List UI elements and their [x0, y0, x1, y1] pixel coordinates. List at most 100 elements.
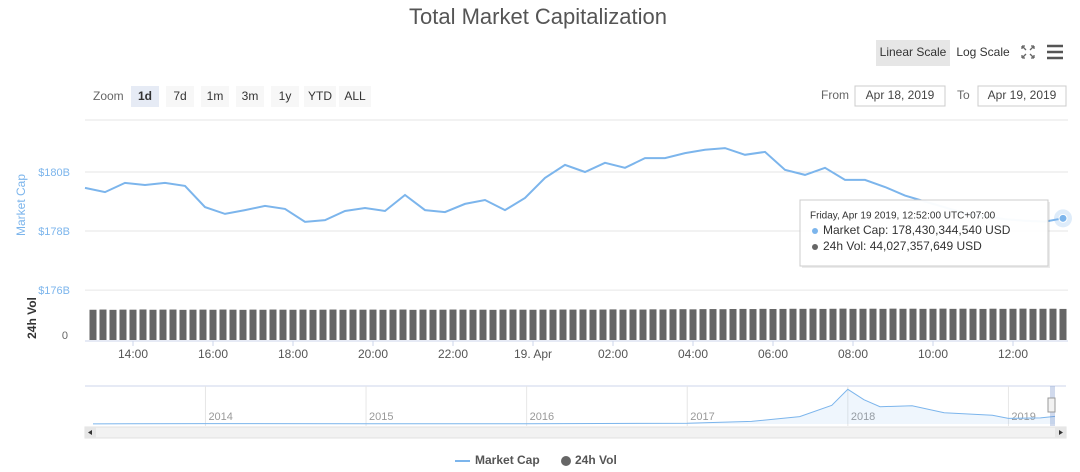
volume-bar — [1059, 308, 1067, 340]
zoom-button[interactable]: 1y — [279, 89, 292, 103]
volume-bar — [529, 309, 537, 340]
navigator-tick-label: 2015 — [369, 411, 393, 423]
volume-bar — [1019, 308, 1027, 340]
zoom-button[interactable]: 3m — [242, 89, 259, 103]
zoom-button[interactable]: 1d — [138, 89, 152, 103]
volume-bar — [959, 308, 967, 340]
volume-bar — [419, 309, 427, 340]
volume-bar — [439, 309, 447, 340]
zoom-button-bg[interactable] — [131, 86, 159, 107]
volume-bar — [509, 309, 517, 340]
scale-button-bg[interactable] — [876, 40, 950, 66]
legend-label[interactable]: Market Cap — [475, 453, 540, 467]
y2-tick-label: 0 — [62, 330, 68, 342]
zoom-button-bg[interactable] — [304, 86, 336, 107]
zoom-button[interactable]: 1m — [207, 89, 224, 103]
scale-button[interactable]: Log Scale — [956, 45, 1010, 59]
from-label: From — [821, 88, 849, 102]
volume-bar — [749, 309, 757, 340]
x-tick-label: 12:00 — [998, 347, 1028, 361]
volume-bar — [1049, 308, 1057, 340]
to-value: Apr 19, 2019 — [988, 88, 1057, 102]
volume-bar — [579, 309, 587, 340]
volume-bar — [939, 308, 947, 340]
legend-label[interactable]: 24h Vol — [575, 453, 617, 467]
tooltip-line: Market Cap: 178,430,344,540 USD — [823, 223, 1011, 237]
volume-bar — [1029, 308, 1037, 340]
tooltip-bullet — [812, 228, 818, 234]
volume-bar — [569, 309, 577, 340]
navigator-tick-label: 2017 — [690, 411, 714, 423]
volume-bar — [409, 309, 417, 340]
volume-bar — [599, 309, 607, 340]
volume-bar — [339, 309, 347, 340]
volume-bar — [549, 309, 557, 340]
x-tick-label: 22:00 — [438, 347, 468, 361]
volume-bar — [969, 308, 977, 340]
zoom-button-bg[interactable] — [236, 86, 264, 107]
scrollbar-left-arrow — [88, 430, 92, 435]
volume-bar — [179, 309, 187, 340]
volume-bar — [799, 308, 807, 340]
zoom-button[interactable]: YTD — [308, 89, 332, 103]
volume-bar — [239, 309, 247, 340]
zoom-button-bg[interactable] — [271, 86, 299, 107]
volume-bar — [99, 309, 107, 340]
volume-bar — [659, 309, 667, 340]
navigator-handle[interactable] — [1047, 397, 1056, 413]
tooltip-box — [799, 199, 1049, 267]
volume-bar — [739, 308, 747, 340]
volume-bar — [629, 309, 637, 340]
volume-bar — [589, 309, 597, 340]
zoom-button-bg[interactable] — [166, 86, 194, 107]
volume-bar — [729, 308, 737, 340]
volume-bar — [359, 309, 367, 340]
volume-bar — [949, 308, 957, 340]
volume-bar — [399, 309, 407, 340]
zoom-button-bg[interactable] — [339, 86, 371, 107]
y-tick-label: $176B — [38, 285, 70, 297]
zoom-button[interactable]: ALL — [344, 89, 366, 103]
volume-bar — [269, 309, 277, 340]
zoom-button[interactable]: 7d — [173, 89, 186, 103]
volume-bar — [609, 309, 617, 340]
volume-bar — [319, 309, 327, 340]
from-value: Apr 18, 2019 — [866, 88, 935, 102]
volume-bar — [129, 309, 137, 340]
fullscreen-icon[interactable] — [1021, 45, 1035, 59]
navigator-area — [93, 389, 1055, 424]
volume-bar — [979, 308, 987, 340]
volume-bar — [559, 309, 567, 340]
legend-symbol[interactable] — [561, 456, 571, 466]
volume-bar — [139, 309, 147, 340]
volume-bar — [389, 309, 397, 340]
to-input[interactable] — [977, 85, 1067, 107]
x-tick-label: 02:00 — [598, 347, 628, 361]
volume-bar — [849, 308, 857, 340]
volume-bar — [379, 309, 387, 340]
volume-bar — [289, 309, 297, 340]
navigator-tick-label: 2016 — [530, 411, 554, 423]
volume-bar — [219, 309, 227, 340]
from-input[interactable] — [854, 85, 946, 107]
volume-bar — [469, 309, 477, 340]
volume-bar — [109, 309, 117, 340]
scale-button[interactable]: Linear Scale — [880, 45, 947, 59]
volume-bar — [809, 308, 817, 340]
volume-bar — [249, 309, 257, 340]
volume-bar — [839, 308, 847, 340]
zoom-button-bg[interactable] — [201, 86, 229, 107]
volume-bar — [279, 309, 287, 340]
volume-bar — [919, 308, 927, 340]
navigator-tick-label: 2018 — [851, 411, 875, 423]
volume-bar — [909, 308, 917, 340]
menu-icon[interactable] — [1047, 44, 1063, 60]
tooltip-bullet — [812, 244, 818, 250]
zoom-label: Zoom — [93, 89, 124, 103]
volume-bar — [329, 309, 337, 340]
x-tick-label: 04:00 — [678, 347, 708, 361]
volume-bar — [369, 309, 377, 340]
volume-bar — [199, 309, 207, 340]
y-tick-label: $180B — [38, 167, 70, 179]
volume-bar — [119, 309, 127, 340]
